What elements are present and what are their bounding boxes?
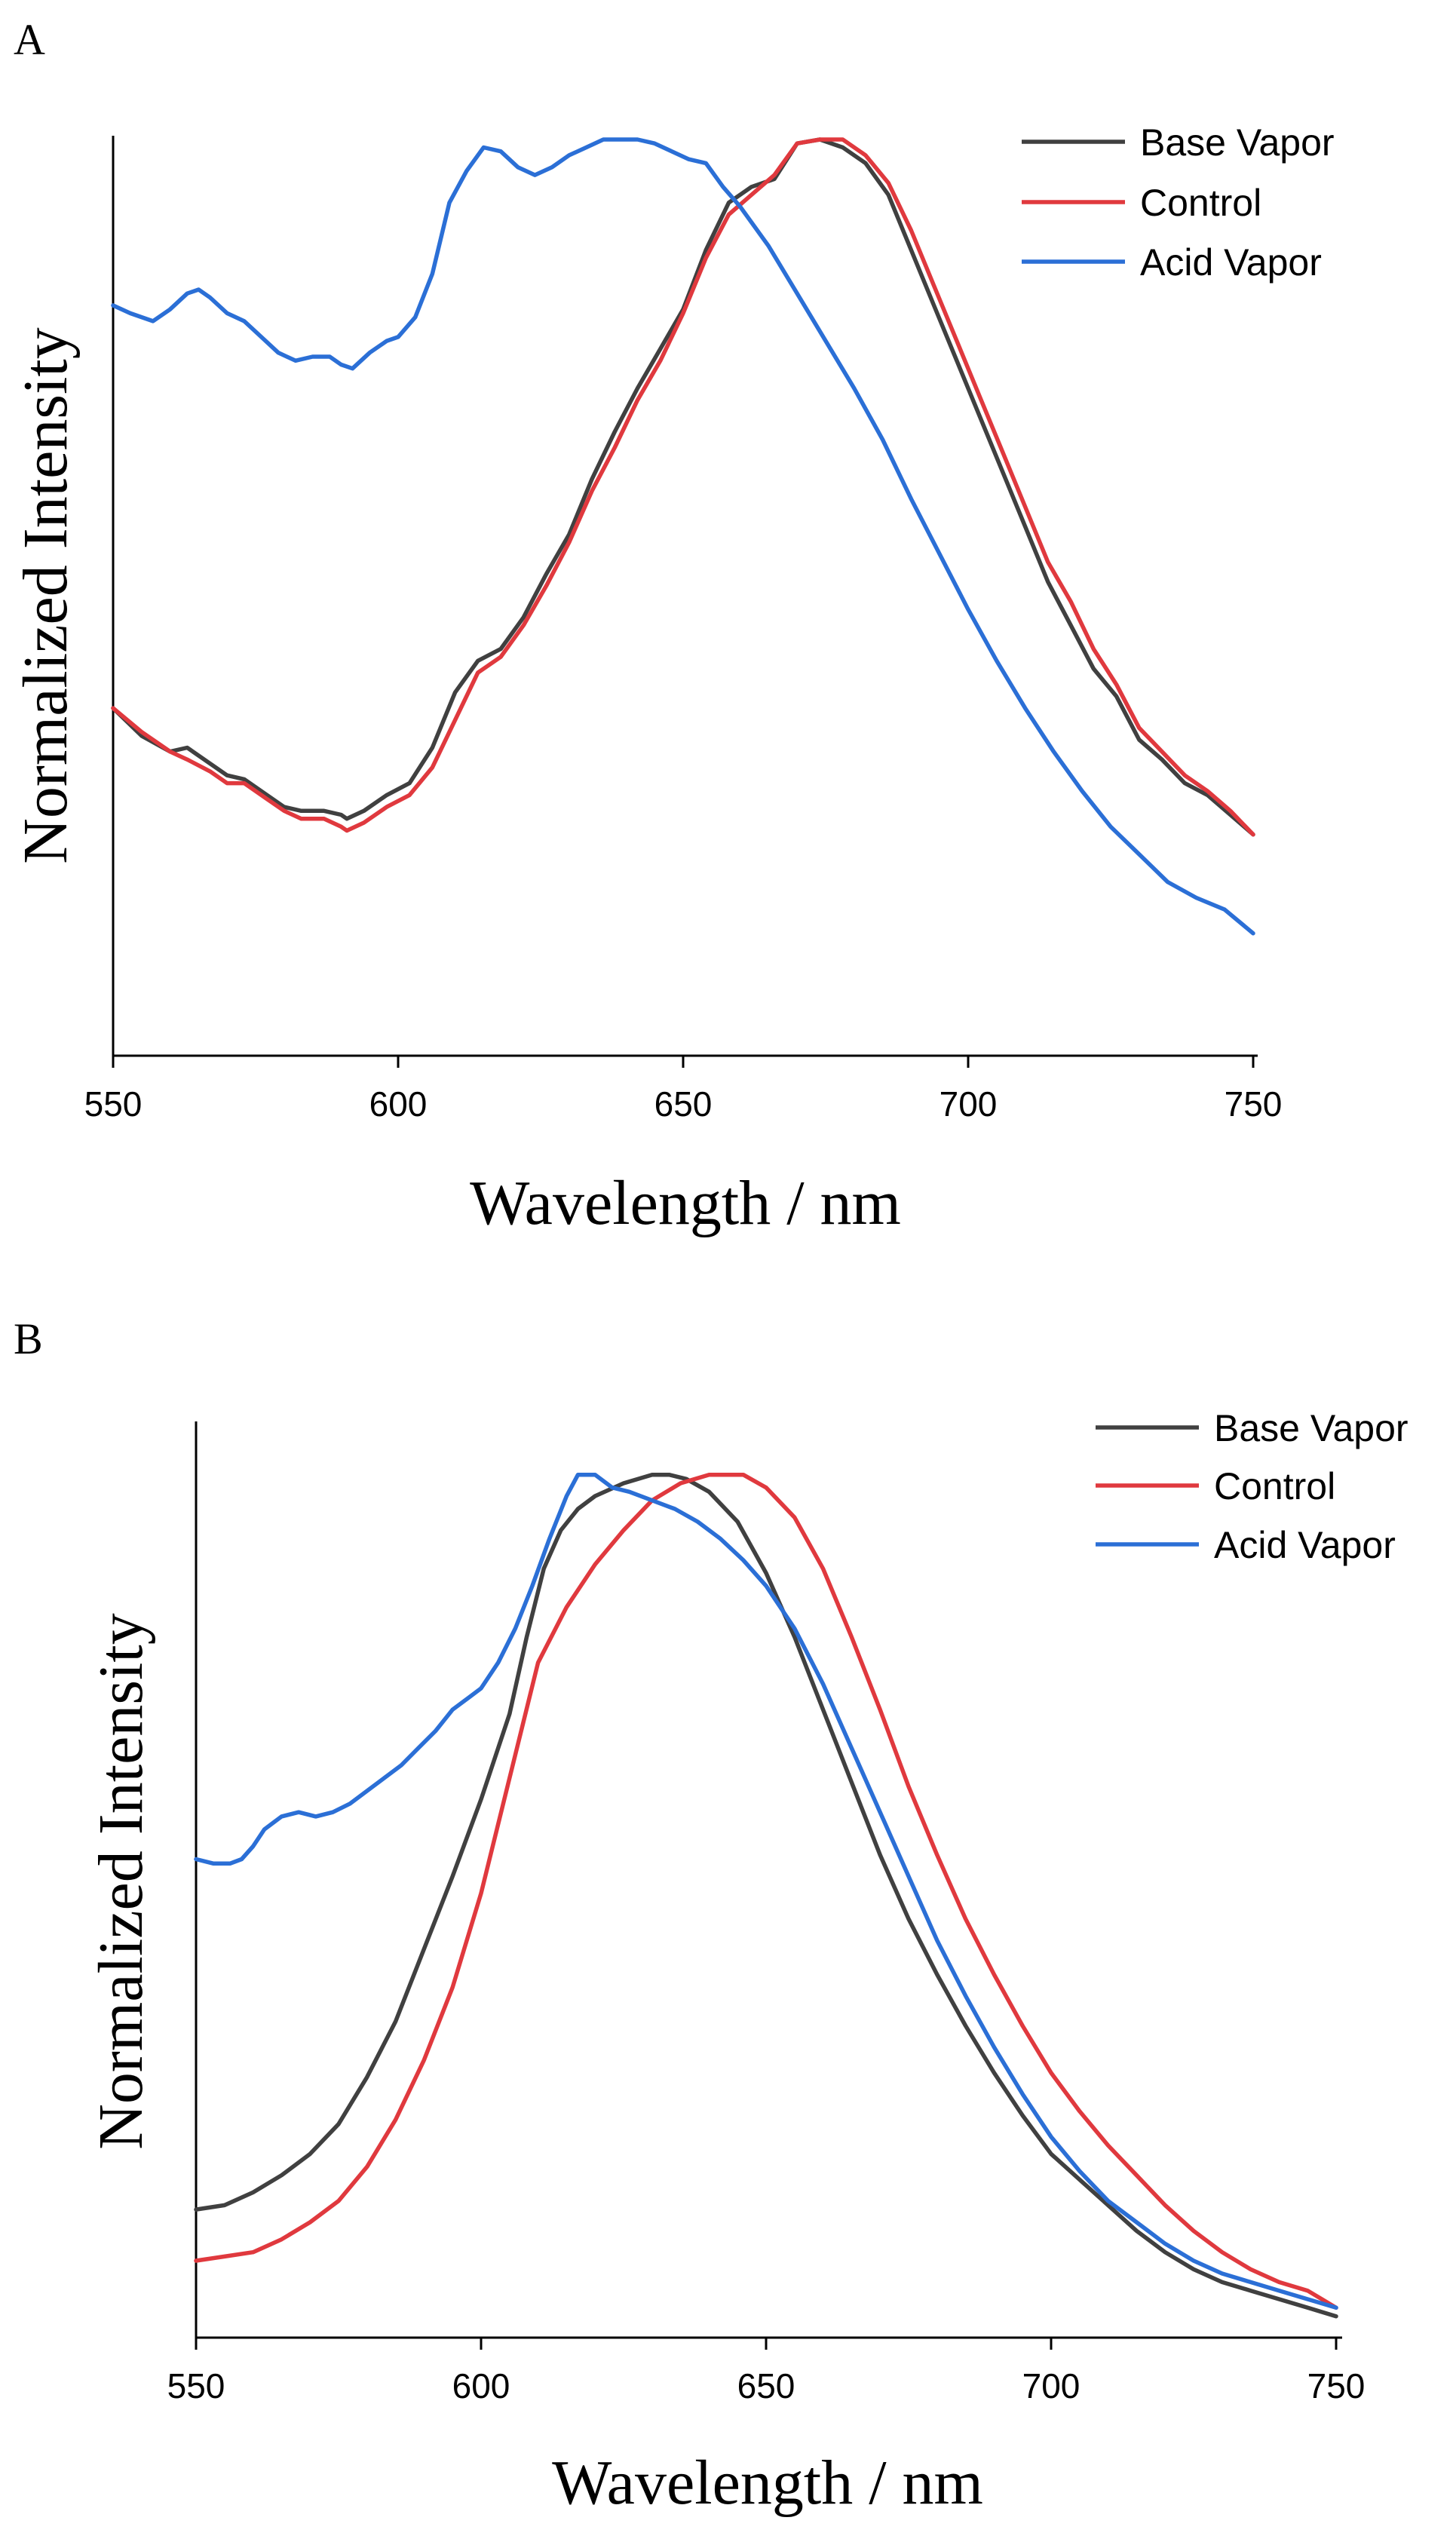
series-group-b (194, 1472, 1338, 2319)
y-axis-title-a: Normalized Intensity (11, 327, 81, 863)
x-tick-label-650-a: 650 (654, 1084, 713, 1124)
series-group-a (111, 137, 1255, 936)
series-line-acid-vapor-b (194, 1472, 1338, 2310)
x-tick-label-700-a: 700 (940, 1084, 998, 1124)
x-tick-label-550-b: 550 (167, 2366, 225, 2405)
y-axis-title-b: Normalized Intensity (86, 1613, 156, 2149)
series-line-control-b (194, 1472, 1338, 2310)
panel-label-b: B (14, 1314, 43, 1363)
x-tick-label-650-b: 650 (737, 2366, 795, 2405)
panel-label-a: A (14, 15, 45, 64)
series-line-base-vapor-a (111, 137, 1255, 837)
x-axis-title-b: Wavelength / nm (552, 2448, 983, 2518)
series-line-acid-vapor-a (111, 137, 1255, 936)
legend-label-base-vapor-b: Base Vapor (1214, 1407, 1408, 1449)
legend-b: Base Vapor Control Acid Vapor (1096, 1407, 1408, 1566)
x-axis-title-a: Wavelength / nm (470, 1168, 901, 1238)
legend-label-acid-vapor-b: Acid Vapor (1214, 1524, 1396, 1566)
x-tick-label-750-b: 750 (1307, 2366, 1366, 2405)
legend-label-control-a: Control (1140, 182, 1261, 224)
x-ticks-a: 550 600 650 700 750 (84, 1056, 1283, 1124)
series-line-control-a (111, 137, 1255, 837)
x-tick-label-600-a: 600 (369, 1084, 428, 1124)
legend-label-acid-vapor-a: Acid Vapor (1140, 241, 1322, 284)
x-tick-label-550-a: 550 (84, 1084, 143, 1124)
chart-panel-b: B 550 600 650 700 750 Normalized Intensity W… (14, 1314, 1408, 2518)
series-line-base-vapor-b (194, 1472, 1338, 2319)
legend-label-control-b: Control (1214, 1465, 1335, 1507)
chart-panel-a: A 550 600 650 700 750 Normalized Intensity W… (11, 15, 1335, 1238)
x-tick-label-700-b: 700 (1022, 2366, 1081, 2405)
x-ticks-b: 550 600 650 700 750 (167, 2338, 1366, 2405)
x-tick-label-600-b: 600 (452, 2366, 510, 2405)
x-tick-label-750-a: 750 (1225, 1084, 1283, 1124)
legend-a: Base Vapor Control Acid Vapor (1022, 121, 1335, 284)
legend-label-base-vapor-a: Base Vapor (1140, 121, 1335, 164)
